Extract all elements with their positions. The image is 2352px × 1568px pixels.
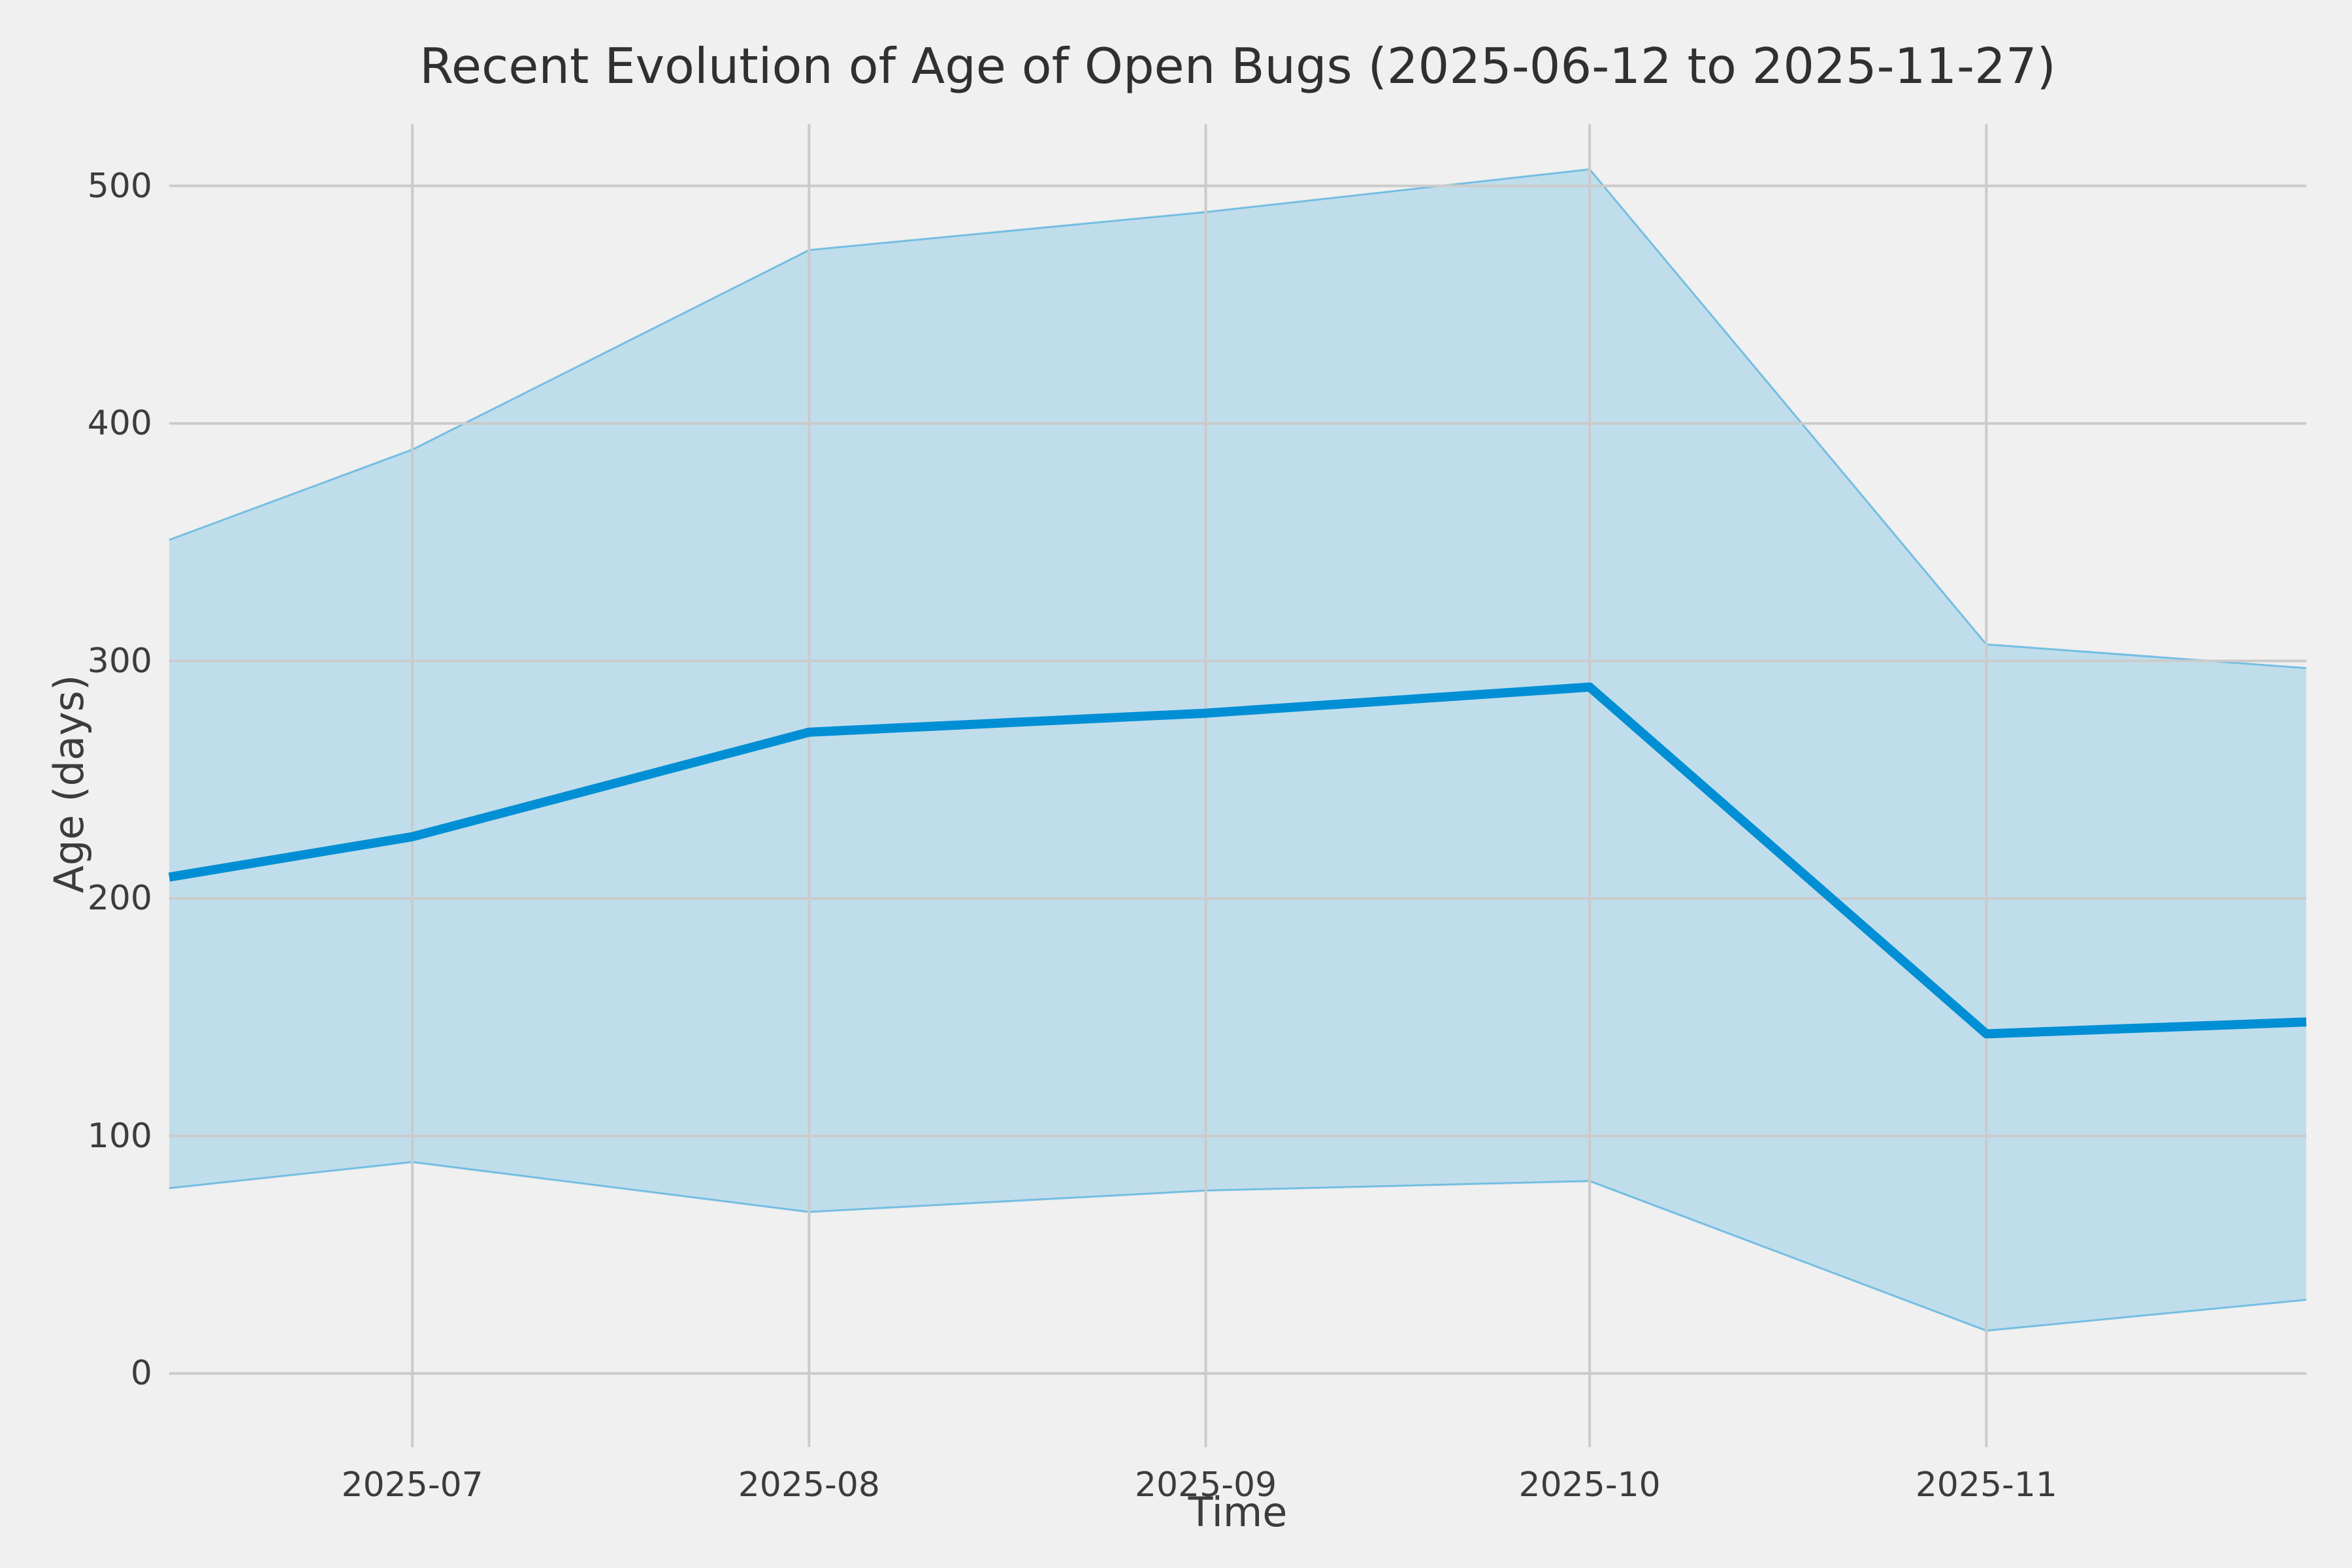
y-tick-label-300: 300 bbox=[87, 641, 152, 681]
y-tick-label-500: 500 bbox=[87, 166, 152, 206]
y-tick-label-0: 0 bbox=[130, 1354, 152, 1394]
x-axis-label: Time bbox=[1188, 1488, 1288, 1536]
y-tick-label-200: 200 bbox=[87, 879, 152, 919]
x-tick-label-2025-11: 2025-11 bbox=[1915, 1465, 2057, 1505]
uncertainty-band bbox=[169, 169, 2306, 1331]
x-tick-label-2025-09: 2025-09 bbox=[1134, 1465, 1277, 1505]
chart-title: Recent Evolution of Age of Open Bugs (20… bbox=[419, 37, 2056, 95]
x-tick-label-2025-08: 2025-08 bbox=[738, 1465, 880, 1505]
x-tick-label-2025-10: 2025-10 bbox=[1518, 1465, 1661, 1505]
x-tick-label-2025-07: 2025-07 bbox=[341, 1465, 483, 1505]
y-tick-label-100: 100 bbox=[87, 1116, 152, 1156]
y-tick-label-400: 400 bbox=[87, 404, 152, 444]
median-line bbox=[168, 682, 2307, 1039]
